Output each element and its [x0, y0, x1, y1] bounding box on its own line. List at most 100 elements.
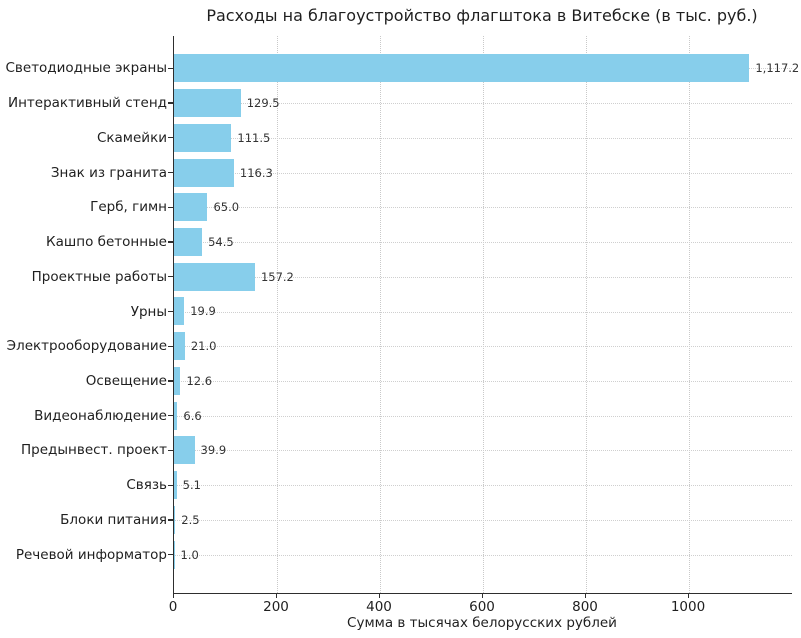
gridline-horizontal [174, 346, 792, 348]
gridline-horizontal [174, 207, 792, 209]
x-tick-label: 800 [572, 599, 598, 615]
y-axis-category-labels: Светодиодные экраны Интерактивный стенд Ск… [0, 36, 168, 593]
x-tick-mark [172, 594, 174, 598]
x-axis-label: Сумма в тысячах белорусских рублей [347, 615, 617, 631]
gridline-horizontal [174, 380, 792, 382]
x-tick-mark [584, 594, 586, 598]
category-label: Связь [126, 477, 167, 494]
bar [174, 228, 203, 257]
bar [174, 89, 241, 118]
bar [174, 123, 232, 152]
y-tick-mark [168, 171, 173, 174]
bar [174, 262, 255, 291]
bar [174, 401, 178, 430]
y-tick-mark [168, 345, 173, 347]
bar [174, 158, 234, 187]
bar-row: 1.0 [174, 537, 792, 572]
y-tick-mark [168, 519, 173, 521]
bar-row: 54.5 [174, 225, 792, 260]
bar [174, 540, 175, 569]
bar-row: 1,117.2 [174, 51, 799, 86]
y-tick-mark [168, 137, 173, 139]
bar-value-label: 19.9 [190, 304, 216, 319]
y-tick-mark [168, 449, 173, 452]
bar-row: 12.6 [174, 364, 792, 399]
gridline-horizontal [174, 276, 792, 278]
x-tick-label: 400 [366, 599, 392, 615]
category-label: Урны [130, 303, 167, 320]
category-label: Герб, гимн [90, 199, 167, 216]
category-label: Интерактивный стенд [8, 95, 167, 112]
gridline-horizontal [174, 242, 792, 244]
x-tick-mark [275, 594, 277, 598]
bar [174, 193, 208, 222]
bar-row: 19.9 [174, 294, 792, 329]
bar-row: 129.5 [174, 86, 792, 121]
bar-value-label: 129.5 [246, 96, 280, 111]
y-tick-mark [168, 484, 173, 486]
bar-row: 39.9 [174, 433, 792, 468]
x-tick-label: 200 [263, 599, 289, 615]
category-label: Проектные работы [31, 268, 167, 285]
bar-row: 116.3 [174, 155, 792, 190]
gridline-vertical [586, 36, 587, 593]
gridline-vertical [689, 36, 690, 593]
x-tick-label: 1000 [670, 599, 706, 615]
gridline-vertical [483, 36, 484, 593]
bar [174, 332, 185, 361]
category-label: Кашпо бетонные [46, 234, 167, 251]
gridline-vertical [277, 36, 278, 593]
bar-row: 21.0 [174, 329, 792, 364]
y-tick-mark [168, 67, 173, 69]
category-label: Электрооборудование [6, 338, 167, 355]
category-label: Блоки питания [60, 511, 167, 528]
bar-value-label: 157.2 [260, 269, 294, 284]
gridline-horizontal [174, 415, 792, 417]
y-tick-mark [168, 102, 173, 104]
x-tick-mark [378, 594, 380, 598]
bar-value-label: 6.6 [183, 408, 202, 423]
y-tick-mark [168, 553, 173, 556]
y-tick-mark [168, 276, 173, 278]
bar [174, 471, 177, 500]
gridline-horizontal [174, 485, 792, 487]
category-label: Видеонаблюдение [34, 407, 167, 424]
plot-area: 1,117.2 129.5 111.5 116.3 65.0 54.5 157.2 19.9 2… [173, 36, 799, 594]
x-tick-mark [481, 594, 483, 598]
bar-row: 5.1 [174, 468, 792, 503]
bar-value-label: 54.5 [208, 235, 234, 250]
y-tick-mark [168, 310, 173, 313]
category-label: Речевой информатор [15, 546, 167, 563]
gridline-horizontal [174, 519, 792, 521]
bar-value-label: 1,117.2 [755, 61, 800, 76]
x-tick-label: 0 [168, 599, 178, 615]
y-tick-mark [168, 241, 173, 243]
bar-row: 65.0 [174, 190, 792, 225]
gridline-horizontal [174, 450, 792, 452]
x-tick-mark [687, 594, 689, 598]
x-tick-label: 600 [469, 599, 495, 615]
category-label: Освещение [85, 372, 167, 389]
category-label: Предынвест. проект [21, 442, 167, 459]
gridline-horizontal [174, 554, 792, 556]
category-label: Светодиодные экраны [5, 60, 168, 77]
category-label: Знак из гранита [50, 164, 167, 181]
y-tick-mark [168, 380, 173, 382]
bar-value-label: 5.1 [182, 478, 201, 493]
bar-row: 111.5 [174, 120, 792, 155]
bar-value-label: 65.0 [213, 200, 240, 215]
bar-value-label: 111.5 [237, 130, 271, 145]
chart-title: Расходы на благоустройство флагштока в В… [206, 6, 758, 25]
gridline-horizontal [174, 103, 792, 105]
gridline-horizontal [174, 172, 792, 174]
bar-value-label: 21.0 [190, 339, 217, 354]
bar-value-label: 12.6 [186, 373, 213, 388]
gridline-horizontal [174, 137, 792, 139]
bar-row: 2.5 [174, 503, 792, 538]
bar [174, 505, 176, 534]
bar [174, 54, 750, 83]
bar-value-label: 39.9 [200, 443, 227, 458]
bar [174, 297, 185, 326]
category-label: Скамейки [96, 129, 167, 146]
y-tick-mark [168, 415, 173, 417]
